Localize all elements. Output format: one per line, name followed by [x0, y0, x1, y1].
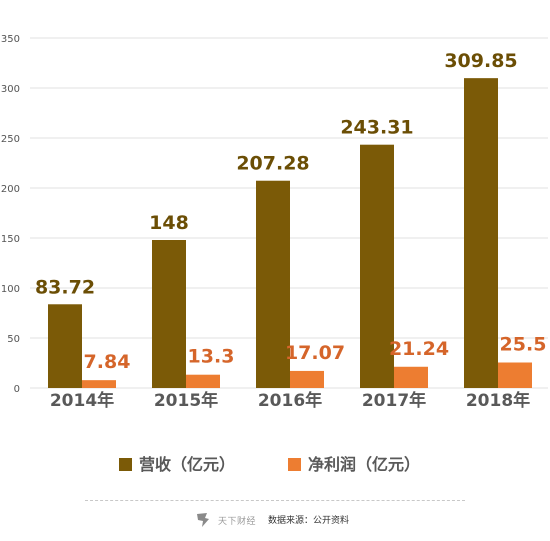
bar-profit	[498, 362, 532, 388]
y-axis: 0 50 100 150 200 250 300 350	[1, 34, 20, 395]
bar-revenue	[360, 144, 394, 388]
bar-revenue	[256, 180, 290, 388]
data-label: 13.3	[188, 346, 235, 368]
x-tick-label: 2015年	[154, 390, 218, 411]
y-tick-label: 50	[7, 334, 20, 345]
bar-revenue	[152, 240, 186, 388]
data-label: 148	[149, 212, 189, 234]
y-tick-label: 300	[1, 84, 20, 95]
data-label: 17.07	[285, 342, 345, 364]
bar-profit	[394, 366, 428, 388]
bar-profit	[290, 370, 324, 388]
footer: 天下财经 数据来源：公开资料	[0, 500, 550, 540]
bar-profit	[186, 374, 220, 388]
legend-label: 营收（亿元）	[139, 455, 235, 474]
legend-swatch	[288, 458, 301, 471]
y-tick-label: 250	[1, 134, 20, 145]
y-tick-label: 0	[14, 384, 20, 395]
y-tick-label: 100	[1, 284, 20, 295]
data-label: 309.85	[444, 50, 517, 72]
legend: 营收（亿元） 净利润（亿元）	[119, 455, 420, 474]
bar-profit	[82, 380, 116, 388]
data-source: 数据来源：公开资料	[268, 516, 350, 526]
data-label: 7.84	[84, 351, 131, 373]
data-label: 83.72	[35, 276, 95, 298]
data-label: 25.5	[500, 334, 547, 356]
x-tick-label: 2016年	[258, 390, 322, 411]
data-label: 207.28	[236, 153, 309, 175]
y-tick-label: 200	[1, 184, 20, 195]
bar-chart: 0 50 100 150 200 250 300 350 83.72 148 207.28 243.…	[1, 34, 548, 474]
x-tick-label: 2014年	[50, 390, 114, 411]
footer-divider	[85, 500, 465, 501]
y-tick-label: 150	[1, 234, 20, 245]
x-axis: 2014年 2015年 2016年 2017年 2018年	[50, 390, 530, 411]
data-label: 21.24	[389, 338, 449, 360]
data-label: 243.31	[340, 117, 413, 139]
x-tick-label: 2017年	[362, 390, 426, 411]
bar-revenue	[464, 78, 498, 389]
brand-name: 天下财经	[218, 517, 257, 527]
data-labels: 83.72 148 207.28 243.31 309.85 7.84 13.3 17.07 2…	[35, 50, 547, 373]
x-tick-label: 2018年	[466, 390, 530, 411]
bars	[48, 78, 532, 389]
legend-swatch	[119, 458, 132, 471]
brand-logo-icon	[193, 510, 213, 530]
legend-label: 净利润（亿元）	[308, 455, 420, 474]
bar-revenue	[48, 304, 82, 388]
y-tick-label: 350	[1, 34, 20, 45]
